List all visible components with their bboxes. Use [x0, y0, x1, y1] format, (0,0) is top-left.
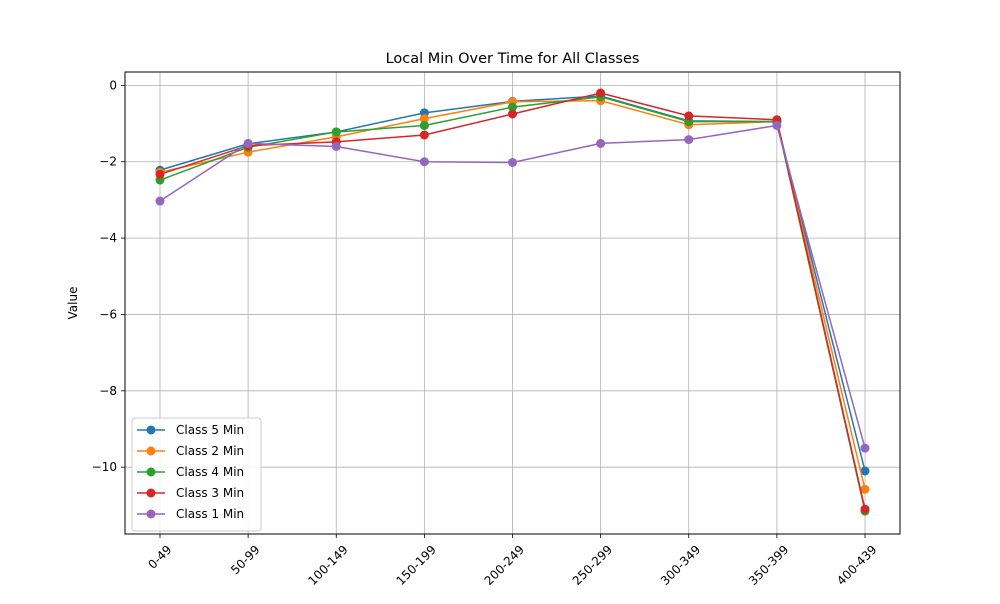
x-tick-label: 200-249: [482, 543, 527, 588]
data-point: [508, 157, 517, 167]
legend-marker: [146, 488, 156, 498]
legend-label: Class 4 Min: [176, 465, 244, 479]
x-tick-label: 50-99: [228, 543, 263, 578]
legend-label: Class 1 Min: [176, 507, 244, 521]
data-point: [508, 109, 517, 119]
data-point: [419, 120, 429, 130]
data-point: [419, 157, 429, 167]
data-point: [860, 466, 870, 476]
data-point: [684, 111, 694, 121]
chart-title: Local Min Over Time for All Classes: [386, 51, 640, 67]
x-tick-label: 250-299: [570, 543, 615, 588]
legend: Class 5 Min Class 2 Min Class 4 Min Class 3…: [131, 417, 262, 532]
legend-item: Class 4 Min: [137, 465, 244, 479]
x-tick-label: 350-399: [746, 543, 791, 588]
data-point: [860, 504, 870, 514]
legend-box: [131, 417, 262, 532]
data-point: [331, 127, 341, 137]
y-tick-label: −2: [99, 155, 117, 169]
legend-item: Class 2 Min: [137, 444, 244, 458]
y-tick-label: 0: [109, 78, 117, 92]
data-point: [860, 484, 870, 494]
data-point: [331, 141, 341, 151]
data-point: [243, 138, 253, 148]
legend-marker: [146, 467, 156, 477]
legend-marker: [146, 509, 156, 519]
legend-marker: [146, 446, 156, 456]
data-point: [419, 114, 429, 124]
data-point: [155, 196, 165, 206]
x-tick-label: 400-439: [834, 543, 879, 588]
x-tick-label: 300-349: [658, 543, 703, 588]
legend-item: Class 1 Min: [137, 507, 244, 521]
data-point: [596, 88, 606, 98]
y-axis-label: Value: [66, 287, 80, 320]
y-tick-label: −4: [99, 231, 117, 245]
y-tick-label: −8: [99, 384, 117, 398]
y-tick-label: −10: [92, 460, 117, 474]
data-point: [155, 169, 165, 179]
data-point: [508, 102, 517, 112]
y-tick-label: −6: [99, 307, 117, 321]
data-point: [860, 443, 870, 453]
series-layer: [155, 88, 870, 516]
x-tick-label: 0-49: [145, 543, 174, 572]
data-point: [772, 120, 782, 130]
legend-label: Class 2 Min: [176, 444, 244, 458]
x-tick-label: 100-149: [305, 543, 350, 588]
grid: [125, 72, 900, 534]
legend-marker: [146, 425, 156, 435]
legend-label: Class 3 Min: [176, 486, 244, 500]
x-tick-label: 150-199: [394, 543, 439, 588]
legend-label: Class 5 Min: [176, 423, 244, 437]
legend-item: Class 3 Min: [137, 486, 244, 500]
series-5: [155, 120, 870, 453]
y-axis: 0 −2 −4 −6 −8 −10: [92, 78, 125, 474]
data-point: [419, 130, 429, 140]
data-point: [596, 138, 606, 148]
data-point: [684, 135, 694, 145]
x-axis: 0-49 50-99 100-149 150-199 200-249 250-299 300…: [145, 534, 879, 588]
legend-item: Class 5 Min: [137, 423, 244, 437]
